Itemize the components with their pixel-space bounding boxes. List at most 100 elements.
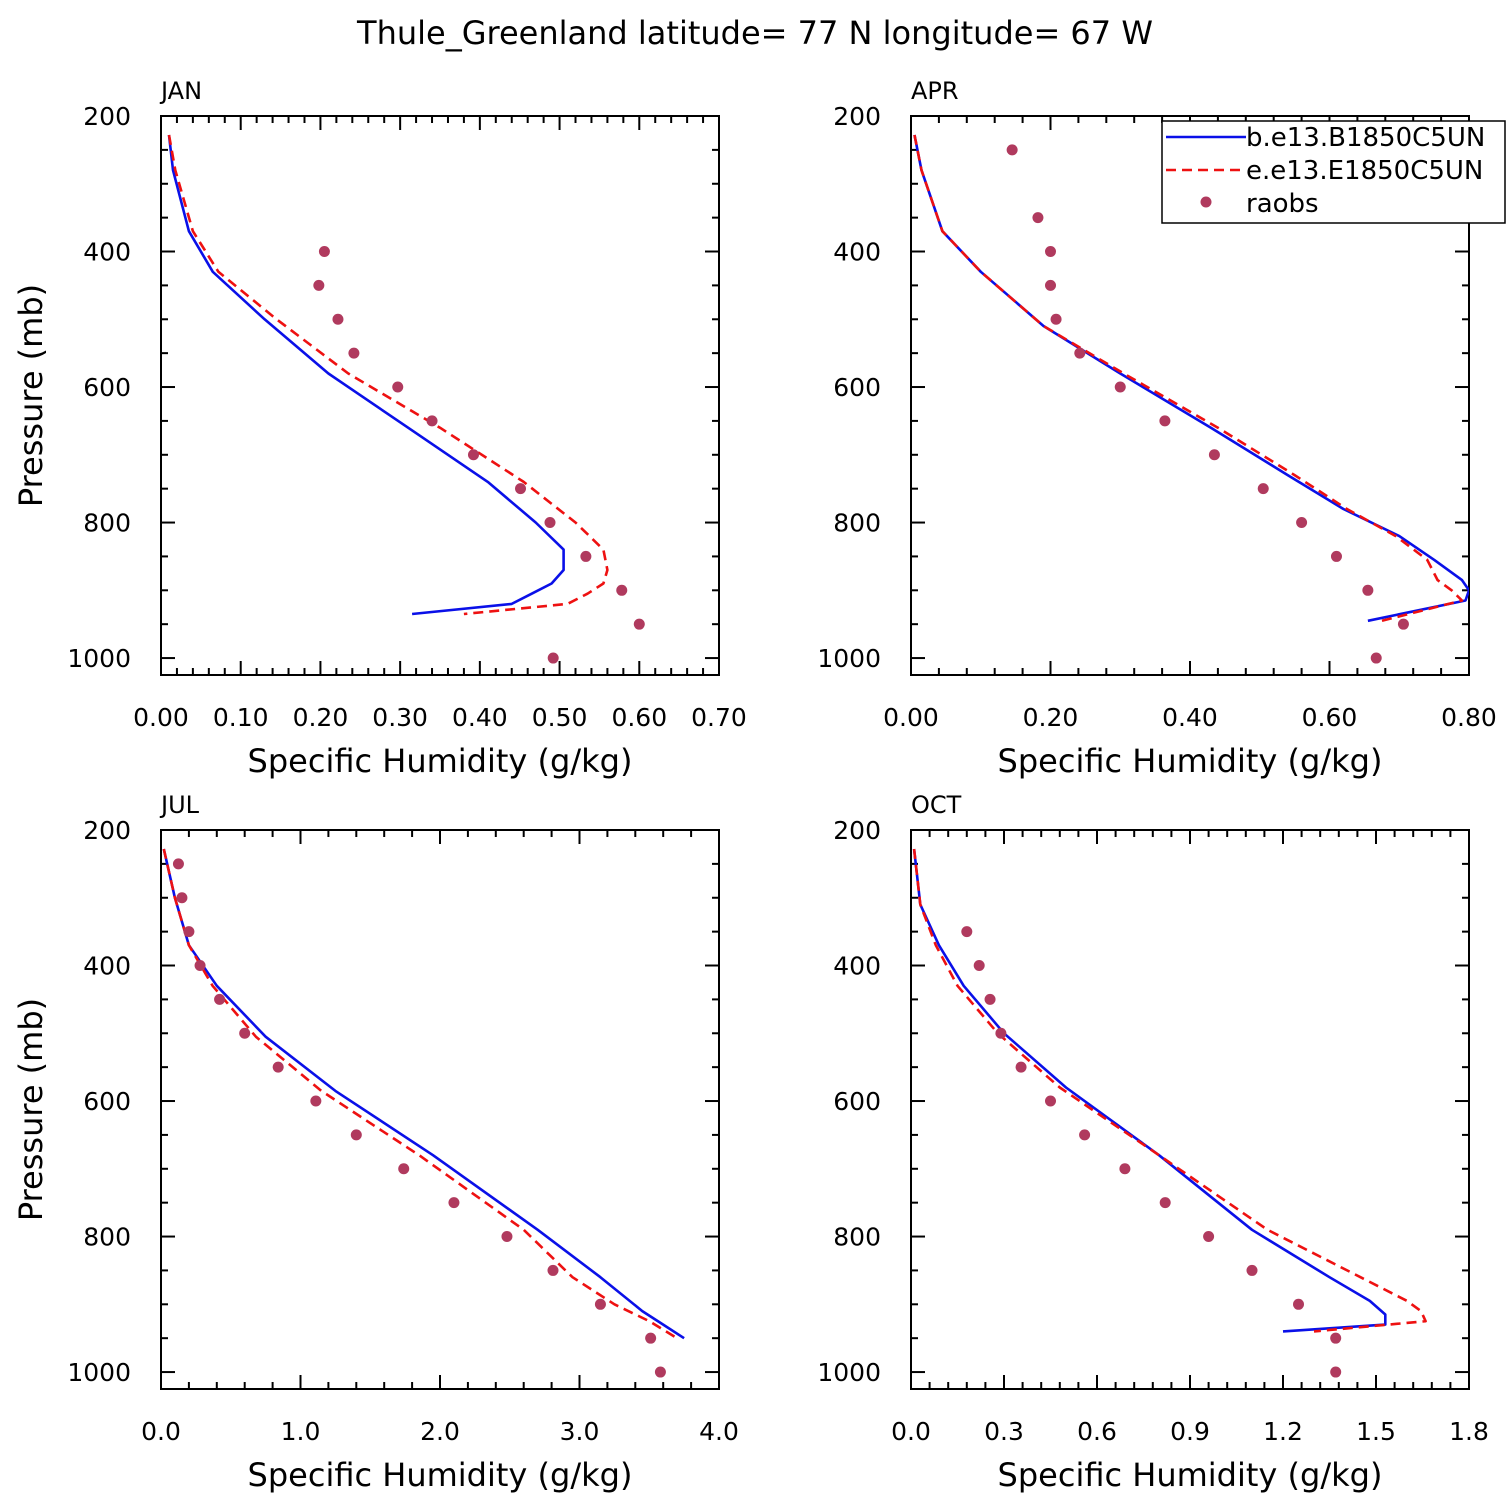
- panel-label: JUL: [159, 791, 200, 819]
- raobs-point: [1079, 1129, 1091, 1141]
- plot-frame: [160, 115, 720, 676]
- x-tick-label: 0.6: [1077, 1417, 1117, 1446]
- raobs-point: [398, 1163, 410, 1175]
- series-e-line: [167, 134, 609, 616]
- raobs-point: [1397, 618, 1409, 630]
- series-group: [912, 848, 1427, 1378]
- y-tick-label: 1000: [67, 644, 131, 673]
- raobs-point: [1330, 1366, 1342, 1378]
- y-tick-label: 400: [83, 952, 131, 981]
- x-tick-label: 1.2: [1263, 1417, 1303, 1446]
- raobs-point: [310, 1095, 322, 1107]
- y-axis-label: Pressure (mb): [12, 998, 50, 1221]
- raobs-point: [1330, 1332, 1342, 1344]
- y-tick-label: 200: [833, 816, 881, 845]
- raobs-point: [426, 415, 438, 427]
- raobs-point: [501, 1231, 513, 1243]
- legend-entry: e.e13.E1850C5UN: [1246, 156, 1483, 186]
- raobs-point: [973, 960, 985, 972]
- raobs-point: [1159, 1197, 1171, 1209]
- raobs-point: [313, 279, 325, 291]
- raobs-point: [350, 1129, 362, 1141]
- raobs-point: [594, 1298, 606, 1310]
- y-tick-label: 800: [833, 1223, 881, 1252]
- raobs-point: [467, 449, 479, 461]
- x-tick-label: 0.10: [213, 703, 269, 732]
- x-tick-label: 0.50: [532, 703, 588, 732]
- raobs-point: [645, 1332, 657, 1344]
- x-tick-label: 1.8: [1449, 1417, 1489, 1446]
- raobs-point: [448, 1197, 460, 1209]
- series-e-line: [912, 848, 1427, 1333]
- x-tick-label: 0.0: [891, 1417, 931, 1446]
- raobs-point: [616, 584, 628, 596]
- raobs-point: [654, 1366, 666, 1378]
- x-tick-label: 0.40: [452, 703, 508, 732]
- raobs-point: [318, 246, 330, 258]
- x-tick-label: 3.0: [560, 1417, 600, 1446]
- x-tick-label: 0.30: [372, 703, 428, 732]
- legend-entry: raobs: [1246, 189, 1319, 219]
- raobs-point: [1074, 347, 1086, 359]
- x-axis-label: Specific Humidity (g/kg): [998, 742, 1383, 780]
- legend-swatch-raobs: [1200, 196, 1212, 208]
- raobs-point: [1045, 246, 1056, 258]
- y-tick-label: 1000: [817, 644, 881, 673]
- raobs-point: [1293, 1298, 1304, 1310]
- panel-jul: 0.0 1.0 2.0 3.0 4.0 200 400 600 800 1000 JUL Specif…: [12, 791, 739, 1494]
- panel-label: JAN: [159, 77, 202, 105]
- y-tick-label: 800: [83, 1223, 131, 1252]
- raobs-point: [1114, 381, 1126, 393]
- y-tick-label: 600: [83, 373, 131, 402]
- y-tick-label: 200: [83, 102, 131, 131]
- raobs-point: [1015, 1061, 1027, 1073]
- plot-frame: [910, 829, 1470, 1390]
- raobs-point: [984, 993, 996, 1005]
- series-group: [162, 848, 685, 1378]
- y-tick-label: 400: [833, 952, 881, 981]
- x-tick-label: 0.70: [691, 703, 747, 732]
- x-tick-label: 0.3: [984, 1417, 1024, 1446]
- series-e-line: [913, 134, 1464, 623]
- raobs-point: [272, 1061, 284, 1073]
- raobs-point: [580, 550, 592, 562]
- panels: 0.00 0.10 0.20 0.30 0.40 0.50 0.60 0.70 200 400 60…: [12, 77, 1506, 1494]
- raobs-point: [1246, 1264, 1258, 1276]
- legend-entry: b.e13.B1850C5UN: [1246, 123, 1485, 153]
- y-tick-label: 1000: [67, 1358, 131, 1387]
- y-tick-label: 1000: [817, 1358, 881, 1387]
- raobs-point: [544, 517, 556, 529]
- y-tick-label: 800: [833, 509, 881, 538]
- raobs-point: [1296, 517, 1308, 529]
- x-tick-label: 0.80: [1441, 703, 1497, 732]
- raobs-point: [176, 892, 188, 904]
- x-tick-label: 0.20: [1023, 703, 1079, 732]
- y-tick-label: 600: [833, 373, 881, 402]
- y-tick-label: 600: [83, 1087, 131, 1116]
- raobs-point: [239, 1027, 251, 1039]
- x-tick-label: 1.0: [281, 1417, 321, 1446]
- raobs-point: [1362, 584, 1374, 596]
- x-tick-label: 0.20: [293, 703, 349, 732]
- raobs-point: [214, 993, 226, 1005]
- raobs-point: [1203, 1231, 1215, 1243]
- x-tick-label: 0.40: [1162, 703, 1218, 732]
- raobs-point: [1045, 1095, 1056, 1107]
- y-tick-label: 400: [83, 238, 131, 267]
- series-e-line: [162, 848, 678, 1340]
- x-tick-label: 0.60: [1302, 703, 1358, 732]
- x-tick-label: 4.0: [699, 1417, 739, 1446]
- x-tick-label: 1.5: [1356, 1417, 1396, 1446]
- panel-label: OCT: [911, 791, 962, 819]
- raobs-point: [1032, 212, 1044, 224]
- x-tick-label: 0.9: [1170, 1417, 1210, 1446]
- raobs-point: [194, 960, 206, 972]
- series-b-line: [167, 134, 565, 616]
- x-axis-label: Specific Humidity (g/kg): [248, 1456, 633, 1494]
- raobs-point: [995, 1027, 1007, 1039]
- raobs-point: [392, 381, 404, 393]
- raobs-point: [1045, 279, 1056, 291]
- raobs-point: [1370, 652, 1382, 664]
- panel-jan: 0.00 0.10 0.20 0.30 0.40 0.50 0.60 0.70 200 400 60…: [12, 77, 747, 780]
